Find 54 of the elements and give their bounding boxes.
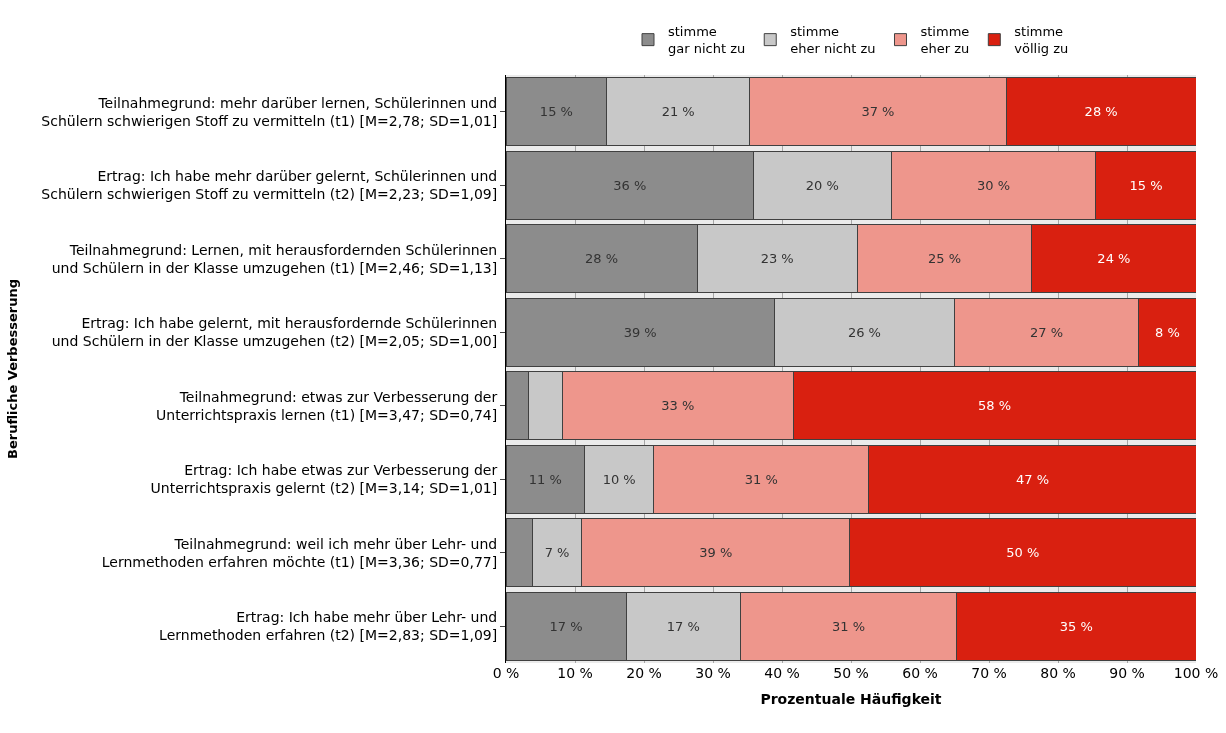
data-label: 35 %: [1059, 618, 1093, 634]
data-label: 17 %: [549, 618, 583, 634]
y-tick-label: Teilnahmegrund: Lernen, mit herausfordernden Schülerinnen und Schülern in der Klasse umzugehen (t1) [M=2,46; SD=1,13]: [51, 241, 498, 276]
x-tick-label: 50 %: [833, 665, 869, 681]
legend-label: stimme völlig zu: [1014, 24, 1069, 57]
x-tick-label: 80 %: [1040, 665, 1076, 681]
data-label: 21 %: [661, 104, 695, 120]
data-label: 10 %: [602, 471, 636, 487]
x-tick-label: 30 %: [695, 665, 731, 681]
data-label: 24 %: [1097, 251, 1131, 267]
data-label: 28 %: [1084, 104, 1118, 120]
data-label: 26 %: [847, 324, 881, 340]
data-label: 31 %: [744, 471, 778, 487]
data-label: 11 %: [528, 471, 562, 487]
y-tick-label: Ertrag: Ich habe gelernt, mit herausfordernde Schülerinnen und Schülern in der Klasse umzugehen (t2) [M=2,05; SD=1,00]: [51, 315, 498, 350]
x-tick-label: 40 %: [764, 665, 800, 681]
data-label: 28 %: [585, 251, 619, 267]
data-label: 8 %: [1154, 324, 1180, 340]
y-tick-label: Ertrag: Ich habe etwas zur Verbesserung der Unterrichtspraxis gelernt (t2) [M=3,14; SD=1,01]: [150, 462, 498, 497]
data-label: 17 %: [666, 618, 700, 634]
legend-label: stimme eher zu: [920, 24, 970, 57]
y-tick-label: Ertrag: Ich habe mehr darüber gelernt, Schülerinnen und Schülern schwierigen Stoff zu vermitteln (t2) [M=2,23; SD=1,09]: [41, 168, 498, 203]
x-tick-label: 10 %: [557, 665, 593, 681]
data-label: 58 %: [978, 398, 1012, 414]
data-label: 7 %: [544, 545, 570, 561]
data-label: 39 %: [623, 324, 657, 340]
data-label: 50 %: [1006, 545, 1040, 561]
x-tick-label: 70 %: [971, 665, 1007, 681]
legend-label: stimme gar nicht zu: [668, 24, 746, 57]
data-label: 20 %: [805, 177, 839, 193]
data-label: 23 %: [760, 251, 794, 267]
data-label: 25 %: [927, 251, 962, 267]
y-tick-label: Teilnahmegrund: mehr darüber lernen, Schülerinnen und Schülern schwierigen Stoff zu vermitteln (t1) [M=2,78; SD=1,01]: [41, 94, 498, 129]
data-label: 47 %: [1015, 471, 1049, 487]
data-label: 36 %: [613, 177, 647, 193]
y-tick-label: Ertrag: Ich habe mehr über Lehr- und Lernmethoden erfahren (t2) [M=2,83; SD=1,09]: [159, 609, 498, 644]
x-tick-label: 90 %: [1109, 665, 1145, 681]
data-label: 37 %: [861, 104, 895, 120]
data-label: 15 %: [1129, 177, 1163, 193]
data-label: 39 %: [699, 545, 733, 561]
data-label: 15 %: [539, 104, 573, 120]
legend-label: stimme eher nicht zu: [790, 24, 876, 57]
y-tick-label: Teilnahmegrund: weil ich mehr über Lehr- und Lernmethoden erfahren möchte (t1) [M=3,36; SD=0,77]: [101, 535, 498, 570]
data-label: 27 %: [1030, 324, 1064, 340]
x-tick-label: 20 %: [626, 665, 662, 681]
x-axis-title: Prozentuale Häufigkeit: [760, 691, 942, 708]
data-label: 30 %: [976, 177, 1010, 193]
x-tick-label: 60 %: [902, 665, 938, 681]
x-tick-label: 100 %: [1173, 665, 1219, 681]
y-tick-label: Teilnahmegrund: etwas zur Verbesserung der Unterrichtspraxis lernen (t1) [M=3,47; SD=0,74]: [156, 388, 498, 423]
data-label: 33 %: [661, 398, 695, 414]
y-axis-title: Berufliche Verbesserung: [5, 278, 21, 460]
data-label: 31 %: [832, 618, 866, 634]
x-tick-label: 0 %: [492, 665, 520, 681]
